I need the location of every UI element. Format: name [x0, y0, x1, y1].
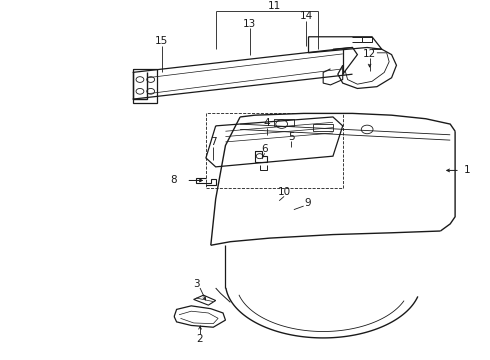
Text: 8: 8 [170, 175, 176, 185]
Text: 14: 14 [299, 12, 313, 22]
Text: 10: 10 [277, 187, 291, 197]
Text: 9: 9 [304, 198, 311, 208]
Text: 15: 15 [155, 36, 169, 46]
Text: 12: 12 [363, 49, 376, 59]
Text: 7: 7 [210, 137, 217, 147]
Bar [314, 124, 333, 131]
Text: 2: 2 [197, 334, 203, 344]
Text: 5: 5 [288, 132, 294, 142]
Text: 6: 6 [261, 144, 268, 154]
Text: 13: 13 [243, 19, 256, 28]
Text: 4: 4 [264, 118, 270, 129]
Text: 11: 11 [268, 1, 281, 12]
Text: 1: 1 [464, 166, 470, 175]
Text: 3: 3 [193, 279, 199, 289]
